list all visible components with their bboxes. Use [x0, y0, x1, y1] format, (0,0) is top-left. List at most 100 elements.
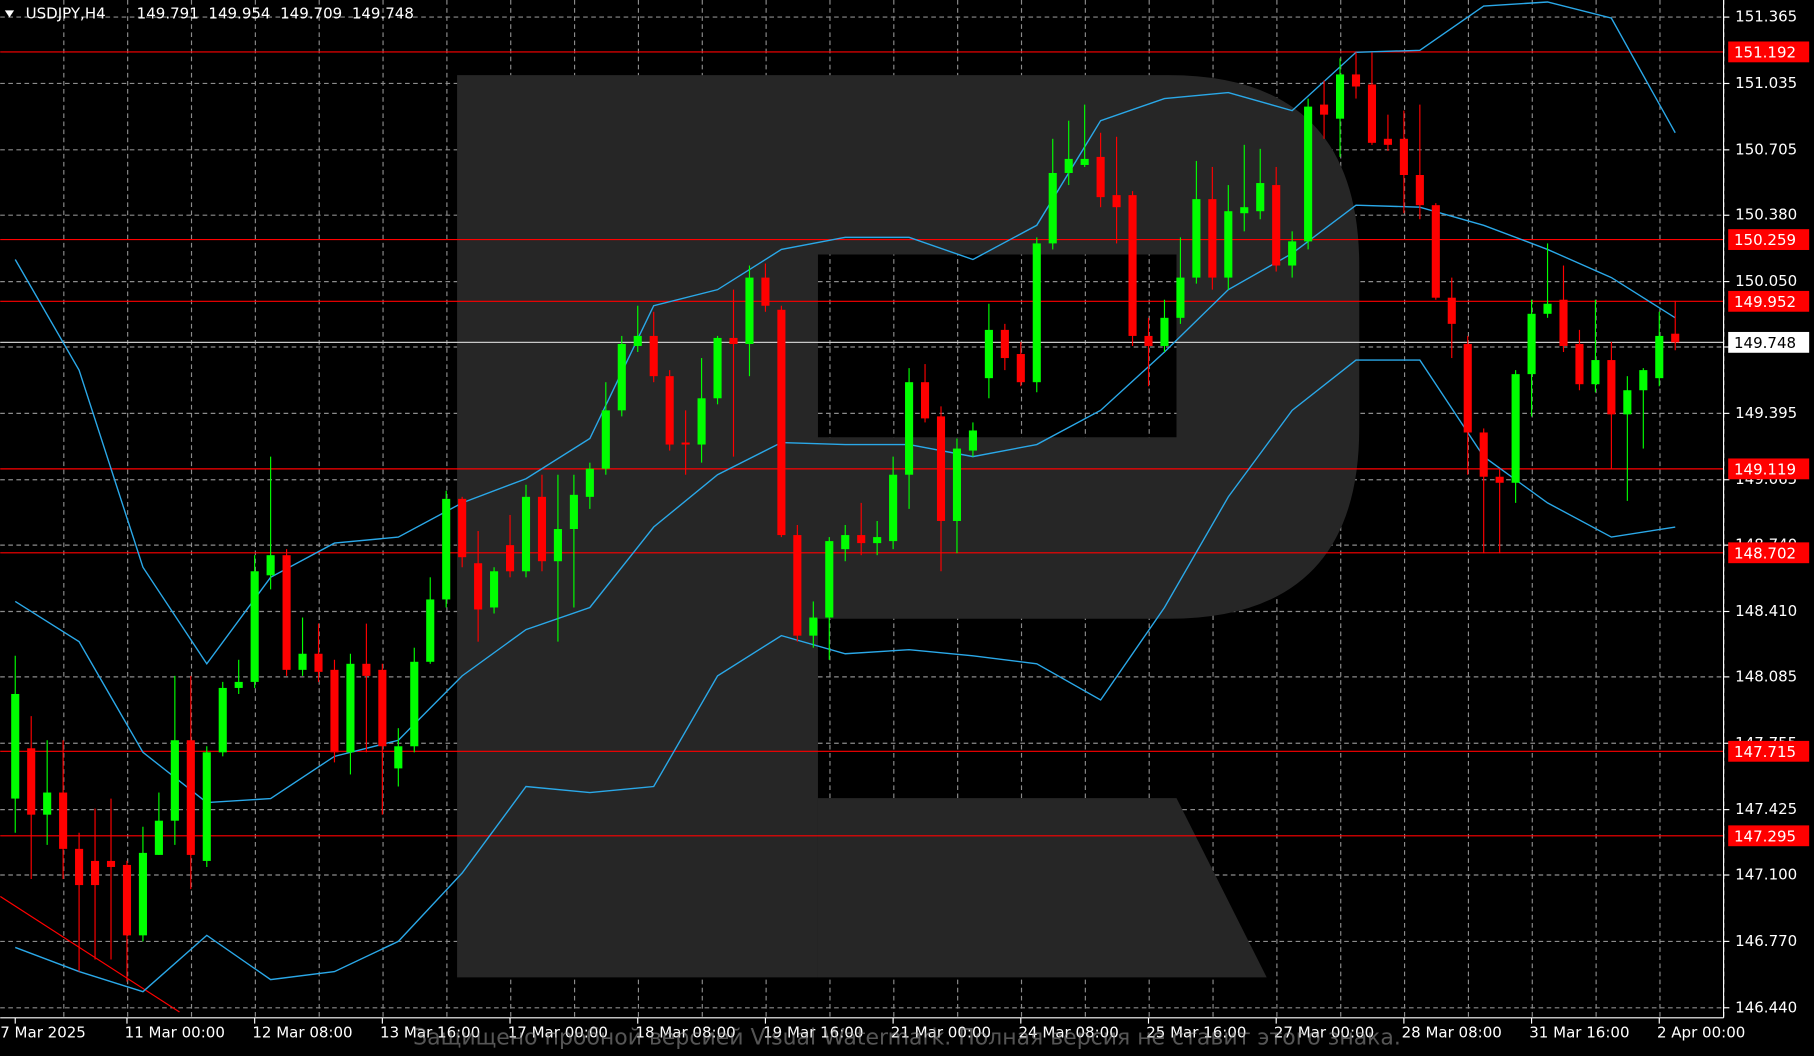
level-label: 147.715	[1734, 743, 1796, 761]
candle-body	[761, 277, 770, 306]
candle-body	[138, 852, 147, 936]
x-tick-label: 18 Mar 08:00	[635, 1023, 735, 1041]
candle-body	[729, 337, 738, 344]
candle-body	[649, 335, 658, 377]
candle-body	[665, 376, 674, 445]
candle-body	[1591, 360, 1600, 385]
x-tick-label: 12 Mar 08:00	[252, 1023, 352, 1041]
candle-body	[1399, 138, 1408, 176]
candle-body	[1000, 329, 1009, 359]
candle-body	[234, 681, 243, 688]
candle-body	[75, 848, 84, 886]
candle-body	[633, 335, 642, 346]
candle-body	[968, 430, 977, 451]
candle-body	[793, 535, 802, 636]
candle-body	[394, 746, 403, 769]
candle-body	[1192, 199, 1201, 278]
x-tick-label: 25 Mar 16:00	[1146, 1023, 1246, 1041]
level-label-box	[1728, 458, 1810, 480]
candle-body	[1112, 195, 1121, 208]
candle-body	[617, 343, 626, 411]
candle-body	[122, 864, 132, 936]
candle-body	[250, 571, 259, 682]
header-close: 149.748	[352, 4, 414, 22]
candle-body	[1655, 335, 1664, 379]
x-tick-label: 11 Mar 00:00	[125, 1023, 225, 1041]
candle-body	[282, 555, 291, 670]
band-upper	[14, 1, 1676, 666]
candle-body	[601, 410, 610, 469]
candle-body	[537, 496, 547, 562]
candle-body	[1367, 84, 1377, 143]
candle-body	[1511, 374, 1520, 483]
candle-body	[745, 277, 754, 344]
candle-body	[681, 442, 690, 445]
candle-body	[920, 382, 930, 419]
level-label: 148.702	[1734, 544, 1796, 562]
candle-body	[569, 494, 578, 530]
candle-body	[1495, 476, 1504, 483]
band-lower	[14, 359, 1676, 993]
candle-body	[1144, 335, 1153, 346]
candle-body	[298, 653, 307, 670]
candle-body	[1383, 138, 1392, 145]
candle-body	[1176, 277, 1185, 318]
band-middle	[14, 204, 1676, 804]
candle-body	[1096, 156, 1105, 198]
candle-body	[984, 329, 993, 379]
candle-body	[1032, 243, 1041, 383]
x-tick-label: 27 Mar 00:00	[1274, 1023, 1374, 1041]
level-label-box	[1728, 41, 1810, 63]
candle-body	[1208, 199, 1217, 278]
candle-body	[378, 669, 387, 747]
candle-body	[1128, 195, 1137, 336]
y-tick-label: 146.770	[1735, 932, 1797, 950]
axis: 151.365 151.035 150.705 150.380 150.050 149.7…	[0, 8, 1810, 1041]
candle-body	[490, 571, 499, 608]
candle-body	[713, 337, 722, 399]
candle-body	[1431, 205, 1440, 298]
x-tick-label: 13 Mar 16:00	[380, 1023, 480, 1041]
y-tick-label: 148.085	[1735, 667, 1797, 685]
candle-body	[841, 535, 850, 550]
level-label-box	[1728, 740, 1810, 762]
candle-body	[1240, 207, 1249, 214]
level-label: 150.259	[1734, 231, 1796, 249]
logo-leg	[817, 798, 1267, 978]
y-tick-label: 146.440	[1735, 998, 1797, 1016]
candle-body	[873, 537, 882, 544]
x-tick-label: 31 Mar 16:00	[1529, 1023, 1629, 1041]
y-tick-label: 149.395	[1735, 404, 1797, 422]
y-tick-label: 147.100	[1735, 866, 1797, 884]
candle-body	[91, 860, 100, 886]
x-tick-label: 28 Mar 08:00	[1402, 1023, 1502, 1041]
level-label: 149.119	[1734, 461, 1796, 479]
candle-body	[1527, 313, 1536, 375]
header-low: 149.709	[280, 4, 342, 22]
candle-body	[1607, 360, 1616, 415]
candle-body	[585, 468, 594, 497]
x-tick-label: 19 Mar 16:00	[763, 1023, 863, 1041]
trend-line	[0, 895, 180, 1013]
candle-body	[59, 792, 68, 849]
candle-body	[218, 687, 227, 753]
candle-body	[1160, 317, 1169, 346]
candle-body	[330, 669, 339, 753]
candle-body	[1671, 333, 1680, 343]
candle-body	[1479, 432, 1488, 477]
y-tick-label: 151.365	[1735, 8, 1797, 26]
candle-body	[186, 740, 195, 855]
candle-body	[1288, 241, 1297, 266]
levels	[0, 51, 1724, 837]
x-tick-label: 7 Mar 2025	[0, 1023, 86, 1041]
candle-body	[521, 496, 531, 572]
level-label-box	[1728, 825, 1810, 847]
candle-body	[1623, 390, 1632, 415]
y-tick-label: 150.705	[1735, 140, 1797, 158]
candle-body	[697, 398, 706, 445]
candle-body	[11, 693, 20, 799]
x-tick-label: 2 Apr 00:00	[1657, 1023, 1745, 1041]
y-tick-label: 147.425	[1735, 800, 1797, 818]
candle-body	[474, 563, 483, 610]
candle-body	[1272, 185, 1281, 266]
